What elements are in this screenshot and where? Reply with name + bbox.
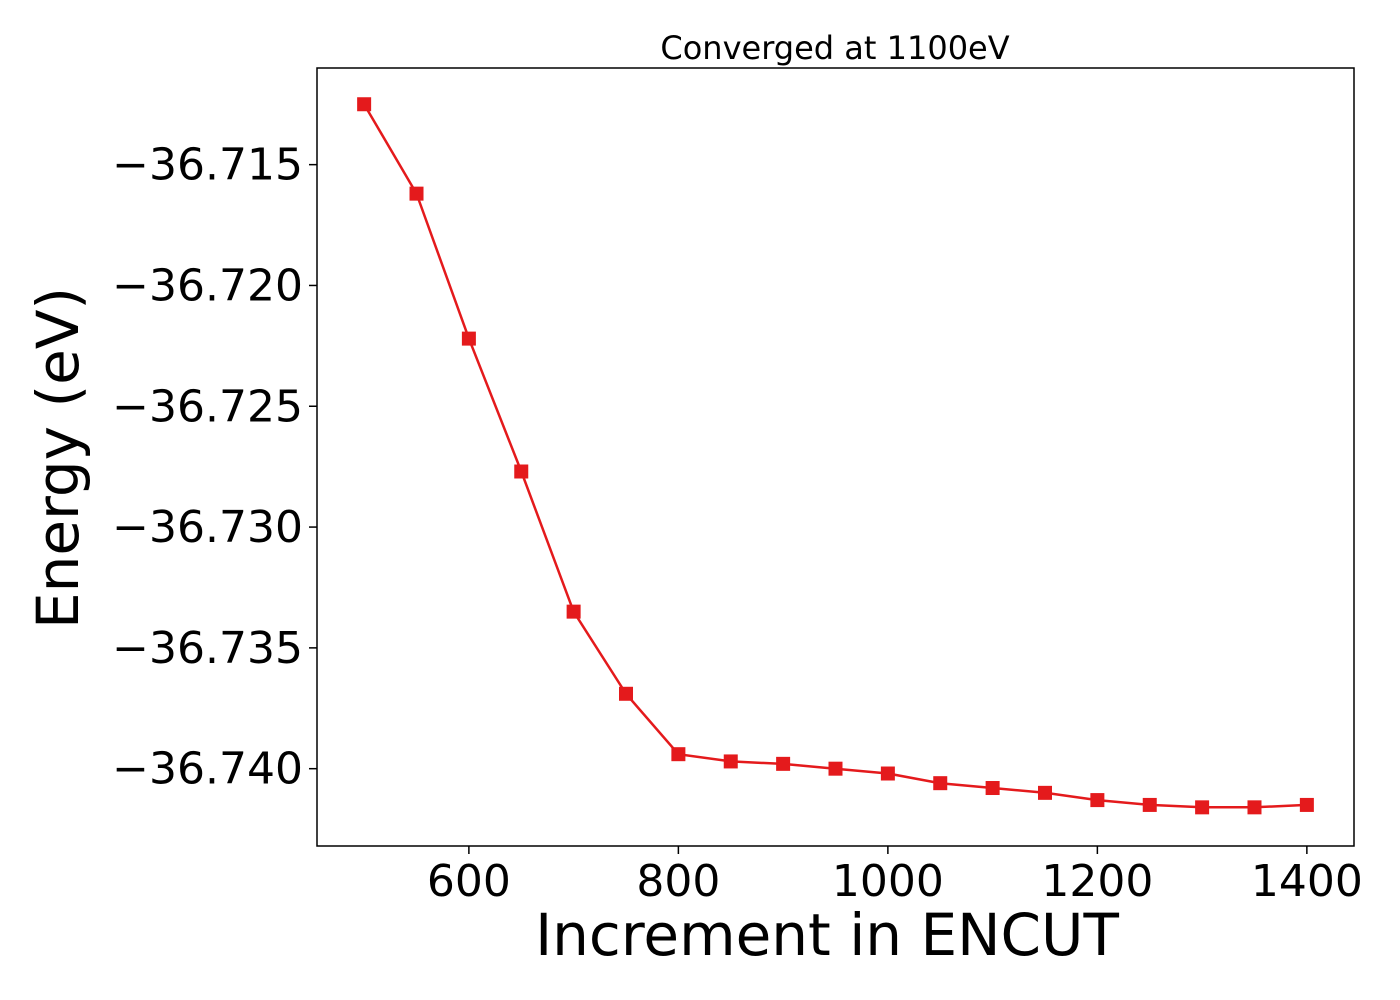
y-tick-label: −36.720 — [112, 260, 303, 311]
x-tick-label: 600 — [427, 856, 511, 907]
data-point — [1090, 793, 1105, 808]
x-tick-label: 800 — [636, 856, 720, 907]
x-tick-label: 1000 — [832, 856, 944, 907]
y-tick-label: −36.735 — [112, 623, 303, 674]
y-tick-label: −36.730 — [112, 502, 303, 553]
data-point — [985, 781, 1000, 796]
x-axis: 600 800 1000 1200 1400 — [427, 846, 1363, 907]
data-point — [566, 604, 581, 619]
data-point — [671, 747, 686, 762]
y-tick-label: −36.740 — [112, 744, 303, 795]
data-point — [776, 756, 791, 771]
data-point — [409, 186, 424, 201]
data-point — [1037, 785, 1052, 800]
x-axis-label: Increment in ENCUT — [535, 901, 1119, 969]
y-tick-label: −36.725 — [112, 381, 303, 432]
y-tick-label: −36.715 — [112, 140, 303, 191]
x-tick-label: 1400 — [1251, 856, 1363, 907]
y-axis-label: Energy (eV) — [24, 287, 92, 629]
x-tick-label: 1200 — [1041, 856, 1153, 907]
chart-title: Converged at 1100eV — [660, 29, 1009, 67]
data-point — [828, 761, 843, 776]
data-point — [723, 754, 738, 769]
y-axis: −36.715 −36.720 −36.725 −36.730 −36.735 −36.7… — [112, 140, 317, 795]
plot-frame — [316, 67, 1355, 847]
series-line — [363, 103, 1307, 809]
data-point — [933, 776, 948, 791]
data-point — [1247, 800, 1262, 815]
data-point — [514, 464, 529, 479]
data-point — [461, 331, 476, 346]
data-point — [357, 97, 372, 112]
data-point — [1195, 800, 1210, 815]
data-point — [880, 766, 895, 781]
data-point — [1142, 797, 1157, 812]
data-point — [1299, 797, 1314, 812]
plot-area — [357, 97, 1314, 815]
data-point — [619, 686, 634, 701]
